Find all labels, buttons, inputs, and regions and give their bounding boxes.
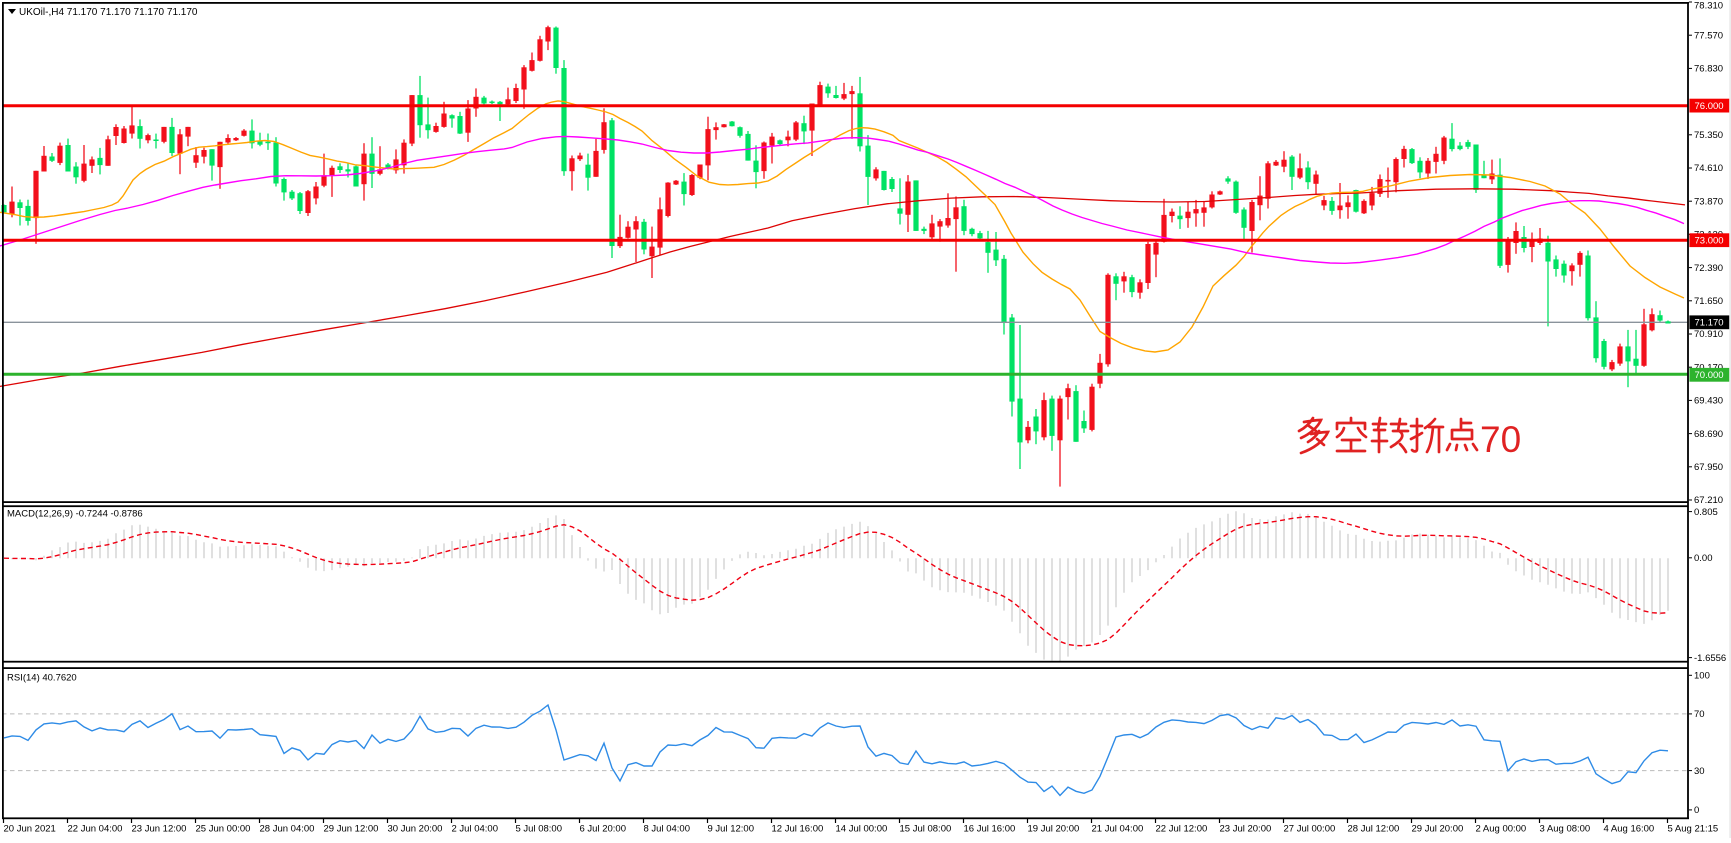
svg-text:27 Jul 00:00: 27 Jul 00:00 (1284, 824, 1336, 835)
svg-text:70: 70 (1694, 709, 1705, 720)
svg-text:2 Jul 04:00: 2 Jul 04:00 (452, 824, 498, 835)
svg-text:12 Jul 16:00: 12 Jul 16:00 (772, 824, 824, 835)
svg-text:76.000: 76.000 (1695, 101, 1724, 112)
svg-text:6 Jul 20:00: 6 Jul 20:00 (580, 824, 626, 835)
svg-text:70: 70 (1480, 419, 1521, 460)
svg-text:16 Jul 16:00: 16 Jul 16:00 (964, 824, 1016, 835)
svg-text:68.690: 68.690 (1694, 429, 1723, 440)
svg-text:29 Jul 20:00: 29 Jul 20:00 (1412, 824, 1464, 835)
svg-text:22 Jul 12:00: 22 Jul 12:00 (1156, 824, 1208, 835)
svg-text:78.310: 78.310 (1694, 0, 1723, 11)
svg-text:20 Jun 2021: 20 Jun 2021 (4, 824, 56, 835)
svg-text:71.650: 71.650 (1694, 296, 1723, 307)
svg-text:0.00: 0.00 (1694, 553, 1713, 564)
svg-text:-1.6556: -1.6556 (1694, 653, 1726, 664)
svg-text:23 Jul 20:00: 23 Jul 20:00 (1220, 824, 1272, 835)
svg-text:0: 0 (1694, 805, 1699, 816)
svg-text:23 Jun 12:00: 23 Jun 12:00 (132, 824, 187, 835)
svg-text:72.390: 72.390 (1694, 263, 1723, 274)
svg-text:22 Jun 04:00: 22 Jun 04:00 (68, 824, 123, 835)
svg-text:14 Jul 00:00: 14 Jul 00:00 (836, 824, 888, 835)
svg-text:25 Jun 00:00: 25 Jun 00:00 (196, 824, 251, 835)
svg-text:77.570: 77.570 (1694, 30, 1723, 41)
svg-text:15 Jul 08:00: 15 Jul 08:00 (900, 824, 952, 835)
svg-text:100: 100 (1694, 671, 1710, 682)
svg-text:4 Aug 16:00: 4 Aug 16:00 (1604, 824, 1655, 835)
svg-text:5 Aug 21:15: 5 Aug 21:15 (1668, 824, 1719, 835)
svg-text:30: 30 (1694, 766, 1705, 777)
svg-text:19 Jul 20:00: 19 Jul 20:00 (1028, 824, 1080, 835)
svg-text:71.170: 71.170 (1695, 318, 1724, 329)
svg-text:28 Jun 04:00: 28 Jun 04:00 (260, 824, 315, 835)
svg-text:21 Jul 04:00: 21 Jul 04:00 (1092, 824, 1144, 835)
svg-text:8 Jul 04:00: 8 Jul 04:00 (644, 824, 690, 835)
svg-text:RSI(14) 40.7620: RSI(14) 40.7620 (7, 673, 77, 684)
svg-text:75.350: 75.350 (1694, 130, 1723, 141)
svg-text:9 Jul 12:00: 9 Jul 12:00 (708, 824, 754, 835)
svg-text:73.870: 73.870 (1694, 196, 1723, 207)
svg-text:76.830: 76.830 (1694, 64, 1723, 75)
svg-text:3 Aug 08:00: 3 Aug 08:00 (1540, 824, 1591, 835)
svg-text:73.000: 73.000 (1695, 236, 1724, 247)
svg-text:5 Jul 08:00: 5 Jul 08:00 (516, 824, 562, 835)
svg-text:28 Jul 12:00: 28 Jul 12:00 (1348, 824, 1400, 835)
svg-text:0.805: 0.805 (1694, 507, 1718, 518)
svg-text:29 Jun 12:00: 29 Jun 12:00 (324, 824, 379, 835)
svg-text:74.610: 74.610 (1694, 163, 1723, 174)
svg-text:70.000: 70.000 (1695, 370, 1724, 381)
svg-text:69.430: 69.430 (1694, 396, 1723, 407)
svg-text:2 Aug 00:00: 2 Aug 00:00 (1476, 824, 1527, 835)
svg-text:MACD(12,26,9) -0.7244 -0.8786: MACD(12,26,9) -0.7244 -0.8786 (7, 509, 143, 520)
svg-text:70.910: 70.910 (1694, 329, 1723, 340)
svg-text:67.950: 67.950 (1694, 462, 1723, 473)
svg-text:67.210: 67.210 (1694, 495, 1723, 506)
svg-text:30 Jun 20:00: 30 Jun 20:00 (388, 824, 443, 835)
svg-text:UKOil-,H4 71.170 71.170 71.17: UKOil-,H4 71.170 71.170 71.170 71.170 (19, 7, 198, 18)
